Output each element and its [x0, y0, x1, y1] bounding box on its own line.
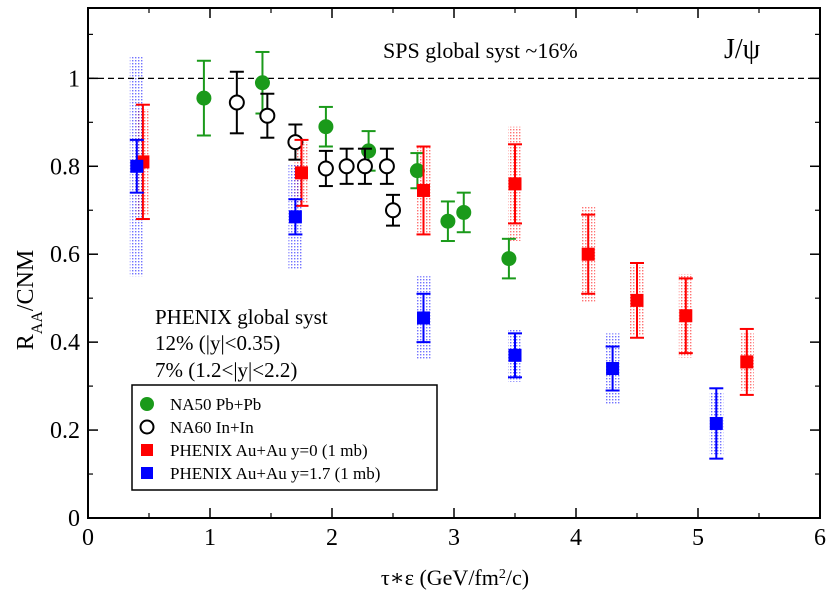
- particle-label: J/ψ: [724, 34, 761, 65]
- data-point: [361, 143, 377, 159]
- data-points: [129, 50, 754, 460]
- y-tick-label: 0.8: [50, 154, 80, 180]
- x-tick-label: 3: [448, 525, 460, 551]
- y-axis-label: RAA/CNM: [13, 250, 46, 350]
- data-point: [385, 202, 401, 219]
- legend-label: NA60 In+In: [170, 418, 254, 437]
- x-tick-label: 5: [692, 525, 704, 551]
- series-0: [196, 50, 517, 280]
- series-2: [135, 103, 754, 396]
- data-point: [130, 159, 144, 173]
- data-point: [440, 213, 456, 229]
- data-point: [456, 204, 472, 220]
- legend-marker: [141, 467, 153, 479]
- data-point: [288, 210, 302, 224]
- data-point: [508, 177, 522, 191]
- x-tick-label: 4: [570, 525, 582, 551]
- legend-label: PHENIX Au+Au y=0 (1 mb): [170, 441, 368, 460]
- legend-marker: [141, 444, 153, 456]
- y-tick-label: 0: [68, 506, 80, 532]
- data-point: [709, 416, 723, 430]
- phenix-syst-line-1: PHENIX global syst: [155, 305, 328, 329]
- phenix-syst-line-2: 12% (|y|<0.35): [155, 331, 280, 355]
- series-1: [228, 70, 401, 227]
- data-point: [287, 134, 304, 151]
- data-point: [356, 158, 373, 175]
- x-tick-label: 1: [204, 525, 216, 551]
- x-tick-label: 2: [326, 525, 338, 551]
- data-point: [409, 163, 425, 179]
- x-tick-label: 0: [82, 525, 94, 551]
- data-point: [317, 160, 334, 177]
- data-point: [501, 251, 517, 267]
- y-tick-label: 0.2: [50, 418, 80, 444]
- legend-box: [131, 384, 438, 491]
- data-point: [417, 183, 430, 197]
- y-tick-label: 0.6: [50, 242, 80, 268]
- data-point: [228, 94, 245, 111]
- data-point: [196, 90, 212, 106]
- data-point: [630, 293, 644, 307]
- data-point: [740, 355, 754, 369]
- legend-marker: [140, 397, 154, 411]
- data-point: [259, 107, 276, 124]
- axis-ticks: 0 1 2 3 4 5 6 0 0.2 0.4 0.6 0.8 1: [50, 8, 826, 551]
- data-point: [295, 166, 308, 180]
- y-tick-label: 1: [68, 66, 80, 92]
- phenix-syst-line-3: 7% (1.2<|y|<2.2): [155, 358, 297, 382]
- series-3: [129, 138, 724, 460]
- data-point: [417, 311, 430, 325]
- data-point: [606, 362, 620, 376]
- data-point: [254, 75, 270, 91]
- sps-syst-annotation: SPS global syst ~16%: [383, 38, 578, 63]
- data-point: [318, 119, 334, 135]
- data-point: [508, 348, 522, 362]
- legend-marker: [139, 419, 155, 435]
- legend: NA50 Pb+Pb NA60 In+In PHENIX Au+Au y=0 (1 …: [131, 384, 438, 491]
- data-point: [378, 158, 395, 175]
- y-tick-label: 0.4: [50, 330, 80, 356]
- x-axis-label: τ∗ε (GeV/fm2/c): [381, 565, 529, 590]
- data-point: [581, 247, 595, 261]
- legend-label: NA50 Pb+Pb: [170, 395, 261, 414]
- legend-label: PHENIX Au+Au y=1.7 (1 mb): [170, 464, 380, 483]
- data-point: [679, 309, 693, 323]
- data-point: [338, 158, 355, 175]
- x-tick-label: 6: [814, 525, 826, 551]
